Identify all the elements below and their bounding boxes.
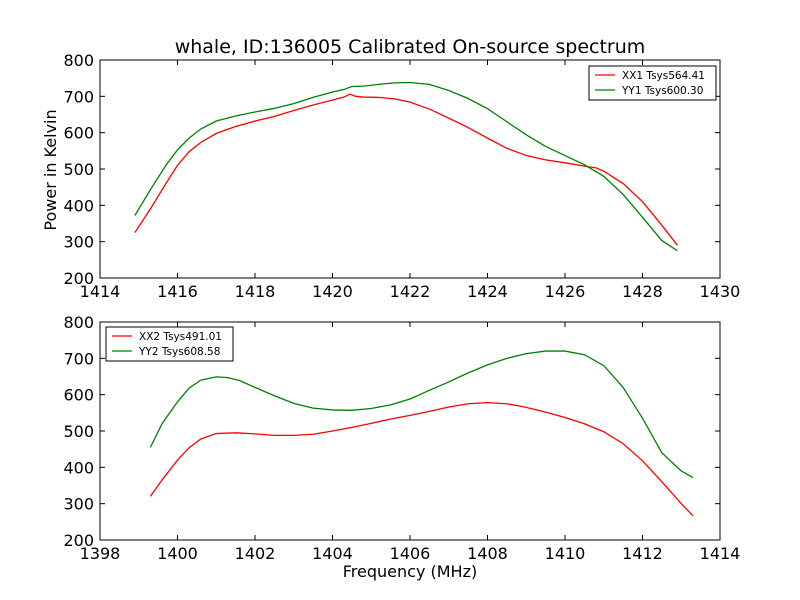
top-subplot: 1414 1416 1418 1420 1422 1424 1426 1428 1430 200 3… — [63, 51, 740, 301]
bottom-legend: XX2 Tsys491.01 YY2 Tsys608.58 — [105, 326, 234, 362]
top-x-tick-label: 1416 — [157, 282, 198, 301]
bottom-x-tick-label: 1408 — [467, 544, 508, 563]
bottom-series-line-2 — [149, 350, 694, 479]
top-y-tick-label: 500 — [63, 160, 94, 179]
bottom-x-tick-label: 1402 — [235, 544, 276, 563]
y-axis-label: Power in Kelvin — [41, 109, 60, 230]
top-x-tick-label: 1426 — [545, 282, 586, 301]
bottom-y-tick-label: 200 — [63, 531, 94, 550]
top-y-tick-label: 600 — [63, 124, 94, 143]
top-x-tick-label: 1430 — [700, 282, 741, 301]
top-legend: XX1 Tsys564.41 YY1 Tsys600.30 — [588, 65, 717, 101]
bottom-y-tick-label: 400 — [63, 458, 94, 477]
top-x-tick-label: 1418 — [235, 282, 276, 301]
bottom-x-tick-label: 1404 — [312, 544, 353, 563]
bottom-x-tick-label: 1400 — [157, 544, 198, 563]
top-legend-label-1: XX1 Tsys564.41 — [622, 70, 705, 82]
bottom-legend-label-1: XX2 Tsys491.01 — [139, 331, 222, 343]
top-x-tick-label: 1428 — [622, 282, 663, 301]
bottom-x-tick-label: 1412 — [622, 544, 663, 563]
bottom-x-tick-label: 1398 — [80, 544, 121, 563]
bottom-y-tick-label: 800 — [63, 313, 94, 332]
bottom-legend-box — [105, 326, 234, 362]
top-y-tick-label: 700 — [63, 87, 94, 106]
bottom-x-tick-label: 1410 — [545, 544, 586, 563]
top-y-tick-label: 800 — [63, 51, 94, 70]
bottom-legend-label-2: YY2 Tsys608.58 — [138, 346, 220, 358]
top-y-tick-label: 200 — [63, 269, 94, 288]
x-axis-label: Frequency (MHz) — [343, 562, 477, 581]
top-y-tick-label: 300 — [63, 233, 94, 252]
top-y-tick-label: 400 — [63, 196, 94, 215]
bottom-series-line-1 — [149, 402, 694, 517]
top-legend-label-2: YY1 Tsys600.30 — [621, 85, 703, 97]
top-x-tick-label: 1422 — [390, 282, 431, 301]
bottom-subplot: 1398 1400 1402 1404 1406 1408 1410 1412 1414 200 3… — [63, 313, 740, 563]
top-x-tick-label: 1420 — [312, 282, 353, 301]
chart-title: whale, ID:136005 Calibrated On-source sp… — [175, 36, 646, 58]
bottom-x-tick-label: 1406 — [390, 544, 431, 563]
bottom-y-tick-label: 600 — [63, 386, 94, 405]
top-series-line-2 — [134, 81, 678, 252]
top-legend-box — [588, 65, 717, 101]
bottom-x-tick-label: 1414 — [700, 544, 741, 563]
bottom-y-tick-label: 500 — [63, 422, 94, 441]
bottom-y-tick-label: 700 — [63, 349, 94, 368]
top-x-tick-label: 1414 — [80, 282, 121, 301]
bottom-y-tick-label: 300 — [63, 495, 94, 514]
top-x-tick-label: 1424 — [467, 282, 508, 301]
